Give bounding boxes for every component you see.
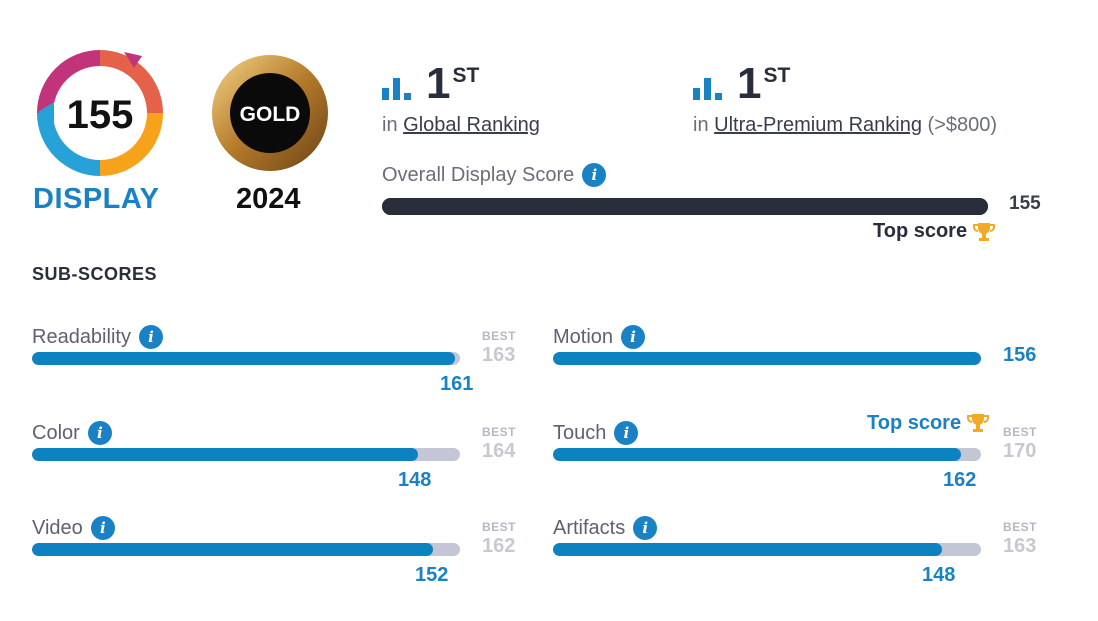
global-ranking-link[interactable]: Global Ranking xyxy=(403,114,540,136)
subscore-value: 162 xyxy=(943,469,977,491)
premium-rank-prefix: in xyxy=(693,114,709,136)
subscore-motion: Motion i 156 xyxy=(553,325,1043,405)
display-score-value: 155 xyxy=(67,93,134,137)
subscore-video: Video i BEST 162 152 xyxy=(32,516,522,596)
subscore-name: Video xyxy=(32,516,83,539)
subscore-name: Motion xyxy=(553,325,614,348)
subscore-readability: Readability i BEST 163 161 xyxy=(32,325,522,405)
subscore-value: 156 xyxy=(1003,344,1037,366)
display-score-badge: 155 xyxy=(37,50,163,176)
best-label: BEST xyxy=(1003,520,1038,534)
best-value: 163 xyxy=(1003,535,1037,557)
best-label: BEST xyxy=(482,425,517,439)
display-label: DISPLAY xyxy=(33,183,160,215)
best-value: 164 xyxy=(482,440,516,462)
info-icon[interactable]: i xyxy=(582,163,607,187)
overall-top-score: Top score xyxy=(873,220,996,243)
trophy-icon xyxy=(973,222,996,241)
subscore-fill xyxy=(553,448,961,461)
subscore-fill xyxy=(32,448,419,461)
global-ranking: 1 ST in Global Ranking xyxy=(382,59,540,136)
ultra-premium-ranking-link[interactable]: Ultra-Premium Ranking xyxy=(714,114,922,136)
subscore-bar xyxy=(32,352,460,365)
overall-score-value: 155 xyxy=(1009,193,1041,214)
bar-chart-icon xyxy=(693,78,722,100)
global-rank-number: 1 xyxy=(426,59,451,108)
subscore-bar xyxy=(32,543,460,556)
gold-label: GOLD xyxy=(240,103,301,126)
subscore-fill xyxy=(32,543,434,556)
best-value: 170 xyxy=(1003,440,1037,462)
award-year: 2024 xyxy=(236,183,301,215)
subscore-name: Readability xyxy=(32,325,131,348)
subscore-name: Color xyxy=(32,421,80,444)
gold-badge: GOLD xyxy=(212,55,328,171)
best-label: BEST xyxy=(482,329,517,343)
best-label: BEST xyxy=(482,520,517,534)
info-icon[interactable]: i xyxy=(633,516,658,540)
bar-chart-icon xyxy=(382,78,411,100)
global-rank-suffix: ST xyxy=(452,64,480,87)
info-icon[interactable]: i xyxy=(621,325,646,349)
subscore-color: Color i BEST 164 148 xyxy=(32,421,522,501)
subscore-fill xyxy=(32,352,455,365)
best-value: 162 xyxy=(482,535,516,557)
subscore-value: 161 xyxy=(440,373,474,395)
subscore-fill xyxy=(553,352,981,365)
global-rank-prefix: in xyxy=(382,114,398,136)
info-icon[interactable]: i xyxy=(90,516,115,540)
subscore-bar xyxy=(553,352,981,365)
subscore-bar xyxy=(553,448,981,461)
premium-rank-suffix: ST xyxy=(763,64,791,87)
premium-rank-number: 1 xyxy=(737,59,762,108)
overall-score-fill xyxy=(382,198,988,215)
info-icon[interactable]: i xyxy=(138,325,163,349)
motion-top-score: Top score xyxy=(867,383,1098,463)
best-label: BEST xyxy=(1003,425,1038,439)
subscore-bar xyxy=(553,543,981,556)
best-value: 163 xyxy=(482,344,516,366)
trophy-icon xyxy=(967,414,990,432)
overall-score-bar xyxy=(382,198,988,215)
overall-score-label: Overall Display Score i xyxy=(382,163,607,187)
info-icon[interactable]: i xyxy=(614,421,639,445)
subscore-value: 148 xyxy=(922,564,956,586)
subscore-value: 152 xyxy=(415,564,449,586)
subscores-title: SUB-SCORES xyxy=(32,264,158,284)
subscore-fill xyxy=(553,543,942,556)
subscore-value: 148 xyxy=(398,469,432,491)
subscore-bar xyxy=(32,448,460,461)
ultra-premium-ranking: 1 ST in Ultra-Premium Ranking (>$800) xyxy=(693,59,997,136)
subscore-name: Artifacts xyxy=(553,516,626,539)
subscore-artifacts: Artifacts i BEST 163 148 xyxy=(553,516,1043,596)
info-icon[interactable]: i xyxy=(87,421,112,445)
price-range: (>$800) xyxy=(927,114,998,136)
subscore-touch: Touch i BEST 170 162 xyxy=(553,421,1043,501)
subscore-name: Touch xyxy=(553,421,607,444)
